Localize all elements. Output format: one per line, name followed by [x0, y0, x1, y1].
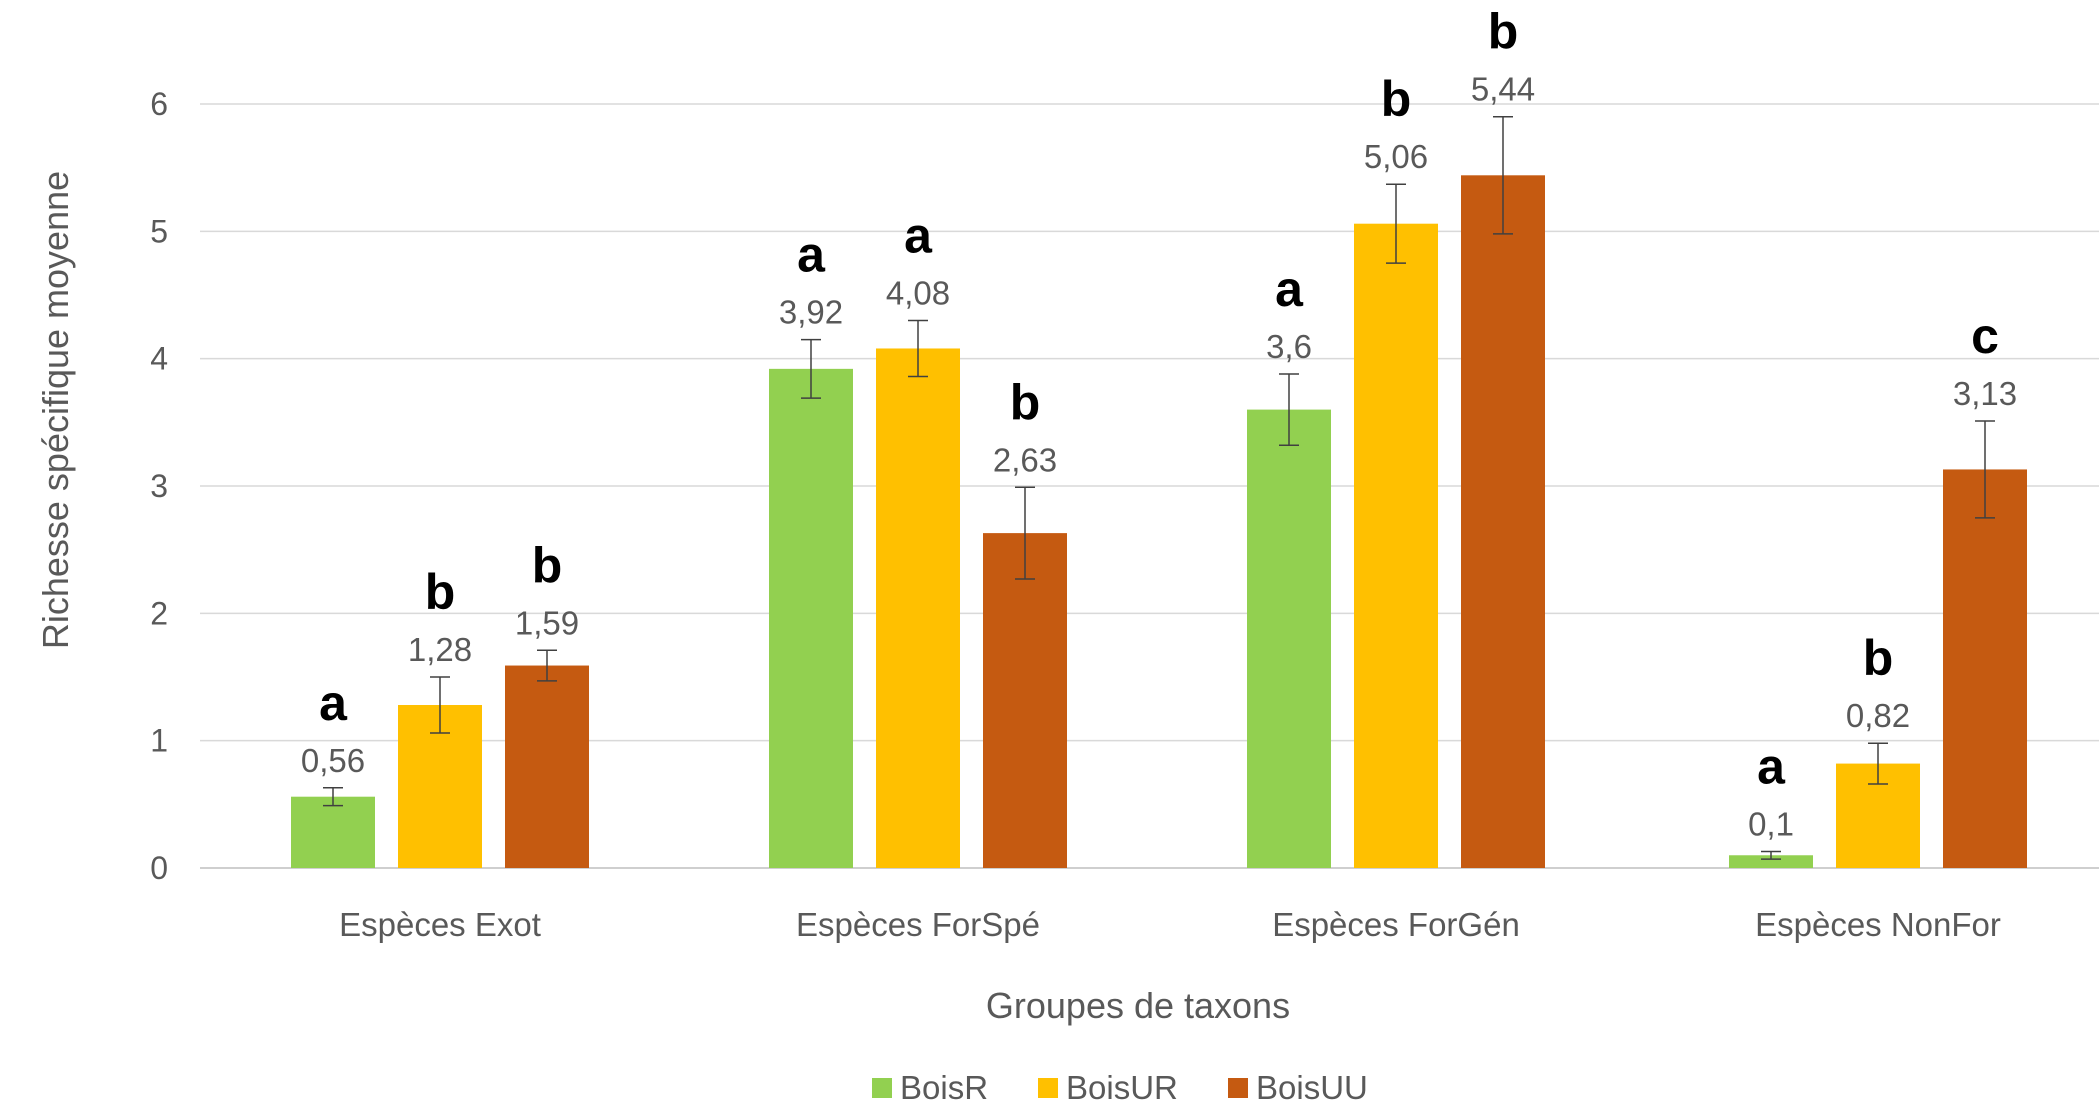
data-label: 0,82	[1846, 697, 1910, 734]
gridlines	[200, 103, 2099, 869]
significance-letter: a	[797, 227, 826, 283]
y-tick-label: 3	[150, 468, 168, 504]
significance-letter: b	[1010, 374, 1041, 430]
significance-letter: b	[1488, 4, 1519, 60]
legend-label: BoisR	[900, 1069, 988, 1106]
data-label: 1,59	[515, 604, 579, 641]
bar	[505, 665, 589, 868]
legend-swatch	[1038, 1078, 1058, 1098]
legend-label: BoisUR	[1066, 1069, 1178, 1106]
significance-letter: c	[1971, 308, 1999, 364]
bar	[876, 348, 960, 869]
data-label: 0,1	[1748, 805, 1794, 842]
legend: BoisR BoisUR BoisUU	[872, 1069, 1368, 1106]
y-axis-title: Richesse spécifique moyenne	[35, 171, 76, 649]
data-label: 5,44	[1471, 71, 1535, 108]
significance-letter: a	[1757, 738, 1786, 794]
y-tick-label: 0	[150, 850, 168, 886]
legend-swatch	[872, 1078, 892, 1098]
data-label: 3,6	[1266, 328, 1312, 365]
bar	[291, 796, 375, 868]
x-category-label: Espèces NonFor	[1755, 906, 2001, 943]
y-tick-label: 1	[150, 723, 168, 759]
bar	[1461, 175, 1545, 869]
data-labels: 0,56 1,28 1,59 3,92 4,08 2,63 3,6 5,06 5,44 0,1 0,…	[301, 71, 2017, 843]
significance-letter: b	[1381, 71, 1412, 127]
y-tick-label: 6	[150, 86, 168, 122]
y-tick-label: 2	[150, 595, 168, 631]
bar	[1729, 855, 1813, 868]
bar	[1354, 223, 1438, 868]
significance-letter: b	[425, 564, 456, 620]
data-label: 5,06	[1364, 138, 1428, 175]
data-label: 0,56	[301, 742, 365, 779]
y-axis-ticks: 0 1 2 3 4 5 6	[150, 86, 168, 886]
data-label: 3,92	[779, 294, 843, 331]
bar	[983, 533, 1067, 868]
error-bars	[323, 115, 1995, 860]
significance-letter: b	[532, 537, 563, 593]
significance-letter: a	[319, 675, 348, 731]
legend-swatch	[1228, 1078, 1248, 1098]
x-category-label: Espèces ForSpé	[796, 906, 1040, 943]
significance-letters: a b b a a b a b b a b c	[319, 4, 1999, 795]
x-axis-categories: Espèces Exot Espèces ForSpé Espèces ForGén…	[339, 906, 2001, 943]
data-label: 1,28	[408, 631, 472, 668]
x-axis-title: Groupes de taxons	[986, 985, 1290, 1026]
y-tick-label: 4	[150, 341, 168, 377]
legend-label: BoisUU	[1256, 1069, 1368, 1106]
data-label: 4,08	[886, 274, 950, 311]
significance-letter: b	[1863, 630, 1894, 686]
data-label: 3,13	[1953, 375, 2017, 412]
data-label: 2,63	[993, 441, 1057, 478]
bar	[1247, 409, 1331, 868]
y-tick-label: 5	[150, 213, 168, 249]
bar	[1943, 469, 2027, 868]
bar	[769, 368, 853, 868]
significance-letter: a	[1275, 261, 1304, 317]
x-category-label: Espèces ForGén	[1272, 906, 1520, 943]
significance-letter: a	[904, 207, 933, 263]
x-category-label: Espèces Exot	[339, 906, 541, 943]
